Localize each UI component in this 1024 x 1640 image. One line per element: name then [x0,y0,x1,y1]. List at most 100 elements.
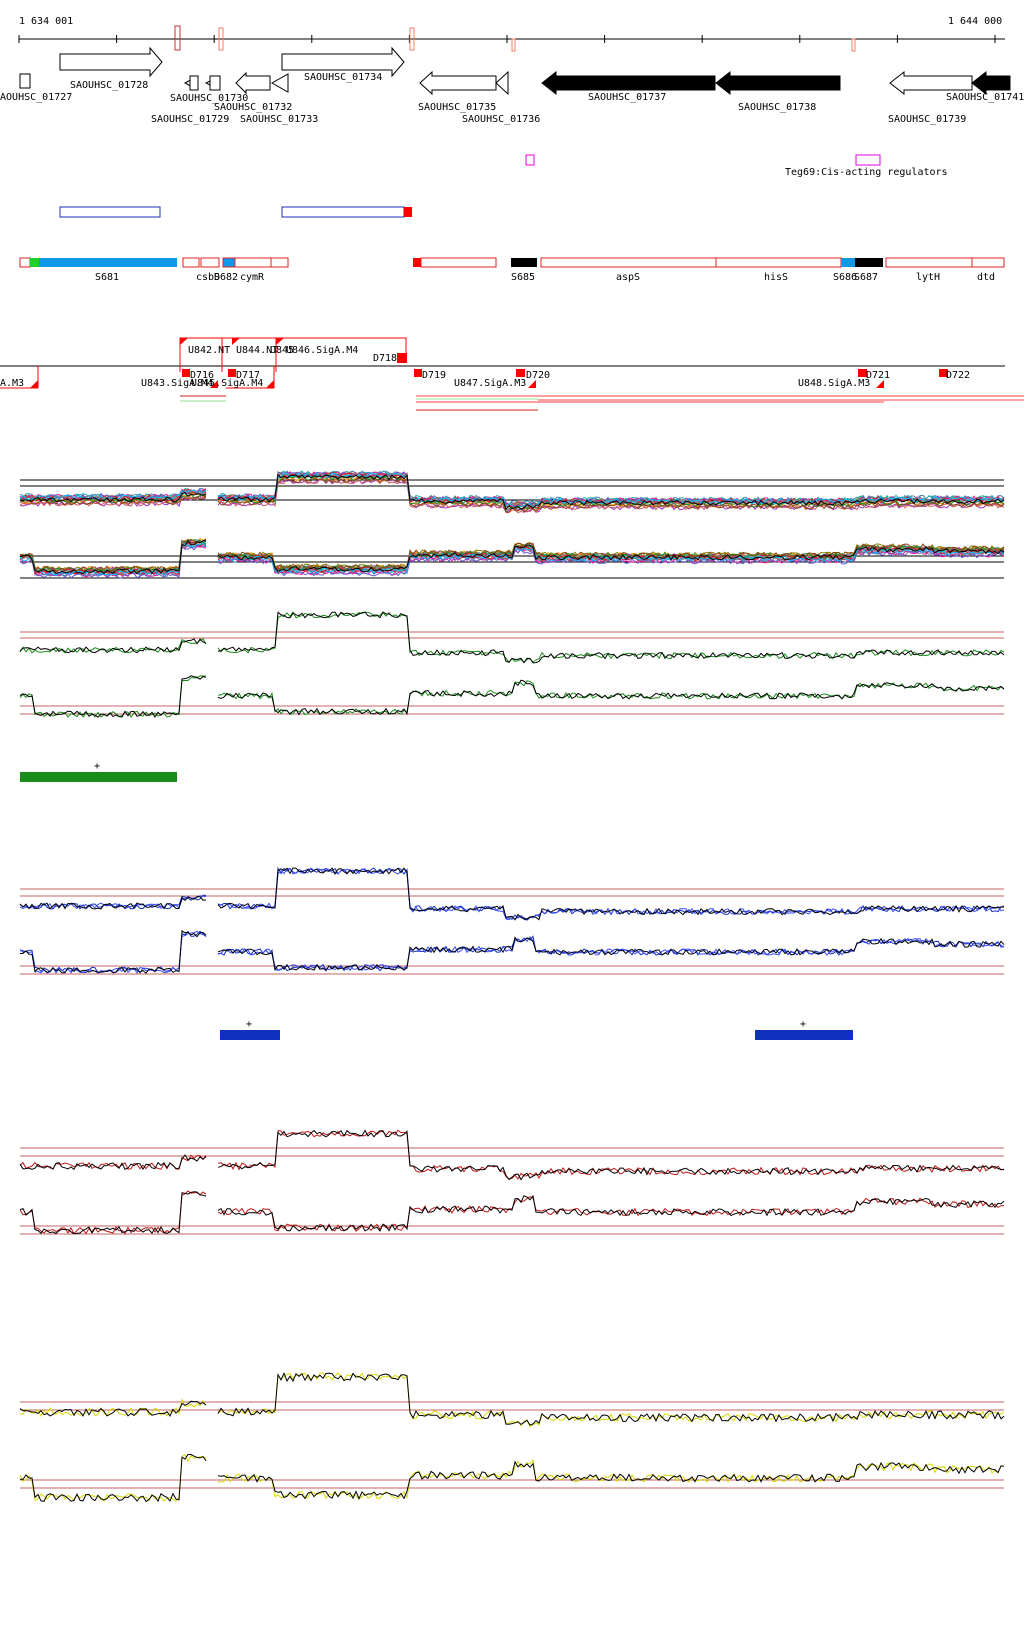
gene-arrow[interactable] [19,73,31,89]
segment-box[interactable] [420,257,497,268]
gene-track: SAOUHSC_01727 SAOUHSC_01728 SAOUHSC_0172… [0,46,1024,125]
gene-label: SAOUHSC_01741 [946,92,1024,103]
gene-arrow[interactable] [971,70,1011,96]
expression-line [19,1190,1005,1235]
gene-arrow[interactable] [419,70,497,96]
segment-box[interactable] [30,258,39,267]
gene-arrow[interactable] [235,71,271,95]
segment-box[interactable] [715,257,842,268]
gene-arrow[interactable] [189,75,199,91]
expression-line [19,867,1005,921]
segment-box[interactable] [841,258,855,267]
segment-box[interactable] [182,257,200,268]
ruler-marker [174,25,181,51]
feature-label: D718 [373,353,397,364]
feature-label: D720 [526,370,550,381]
feature-label: D722 [946,370,970,381]
expression-track-blue [19,866,1005,975]
feature-box[interactable] [414,369,422,377]
segment-box[interactable] [971,257,1005,268]
expression-line [19,538,1005,573]
cis-regulator-box[interactable] [525,154,535,166]
segment-label: S687 [854,272,878,283]
expression-line [19,1372,1005,1426]
segment-box[interactable] [222,257,236,268]
feature-box[interactable] [939,369,948,377]
segment-label: aspS [616,272,640,283]
cis-regulator-label: Teg69:Cis-acting regulators [785,167,948,178]
gene-arrow[interactable] [541,70,716,96]
feature-flag[interactable] [266,380,274,388]
segment-box[interactable] [270,257,289,268]
expression-line [19,1454,1005,1503]
cis-regulator-box[interactable] [855,154,881,166]
segment-box[interactable] [200,257,220,268]
expression-track-red [19,1129,1005,1235]
expression-track-green [19,611,1005,718]
feature-flag[interactable] [180,338,188,345]
feature-flag[interactable] [528,380,536,388]
gene-label: SAOUHSC_01732 [214,102,292,113]
ruler-ticks [18,35,996,43]
condition-bar-blue[interactable] [755,1030,853,1040]
ruler-end-label: 1 644 000 [948,16,1002,27]
gene-label: SAOUHSC_01734 [304,72,382,83]
condition-mark: + [246,1019,252,1030]
feature-box[interactable] [182,369,190,377]
segment-box[interactable] [511,258,537,267]
feature-flag[interactable] [232,338,240,345]
gene-label: SAOUHSC_01737 [588,92,666,103]
segment-label: csbD [196,272,220,283]
gene-arrow[interactable] [889,70,973,96]
segment-box[interactable] [413,258,421,267]
gene-arrow[interactable] [209,75,221,91]
feature-bracket [276,337,407,356]
expression-line [19,473,1005,510]
feature-box[interactable] [397,353,407,363]
feature-flag[interactable] [876,380,884,388]
feature-label: D716 [190,370,214,381]
gene-arrow[interactable] [270,73,289,93]
gene-arrow[interactable] [495,70,509,96]
segment-box[interactable] [234,257,272,268]
feature-flag[interactable] [30,380,38,388]
segment-box[interactable] [19,257,31,268]
segment-label: S682 [214,272,238,283]
gene-label: SAOUHSC_01730 [170,93,248,104]
cis-regulator-track: Teg69:Cis-acting regulators [525,154,948,178]
feature-flag[interactable] [210,380,218,388]
gene-arrow[interactable] [281,46,405,78]
expression-line [19,930,1005,974]
feature-box[interactable] [516,369,525,377]
condition-mark: + [800,1019,806,1030]
segment-label: hisS [764,272,788,283]
feature-box[interactable] [228,369,236,377]
blue-feature-box[interactable] [59,206,161,218]
ruler-marker [851,38,856,52]
segment-label: S681 [95,272,119,283]
condition-mark: + [94,761,100,772]
expression-line [19,542,1005,576]
segment-box[interactable] [855,258,883,267]
ruler-start-label: 1 634 001 [19,16,73,27]
expression-line [19,867,1005,921]
segment-box[interactable] [540,257,717,268]
segment-box[interactable] [39,258,177,267]
segment-box[interactable] [885,257,973,268]
feature-box[interactable] [858,369,867,377]
segment-track: S681 csbD S682 cymR S685 aspS hisS S686 … [19,257,1005,283]
ruler-marker [511,38,516,52]
ruler-marker [409,27,415,51]
condition-bar-blue[interactable] [220,1030,280,1040]
gene-arrow[interactable] [715,70,841,96]
feature-label: D717 [236,370,260,381]
gene-label: SAOUHSC_01733 [240,114,318,125]
feature-flag[interactable] [276,338,284,345]
condition-bar-green[interactable] [20,772,177,782]
gene-arrow[interactable] [59,46,163,78]
expression-line [19,1453,1005,1503]
blue-feature-box[interactable] [281,206,405,218]
expression-line [19,930,1005,974]
gene-label: SAOUHSC_01729 [151,114,229,125]
expression-line [19,1191,1005,1235]
